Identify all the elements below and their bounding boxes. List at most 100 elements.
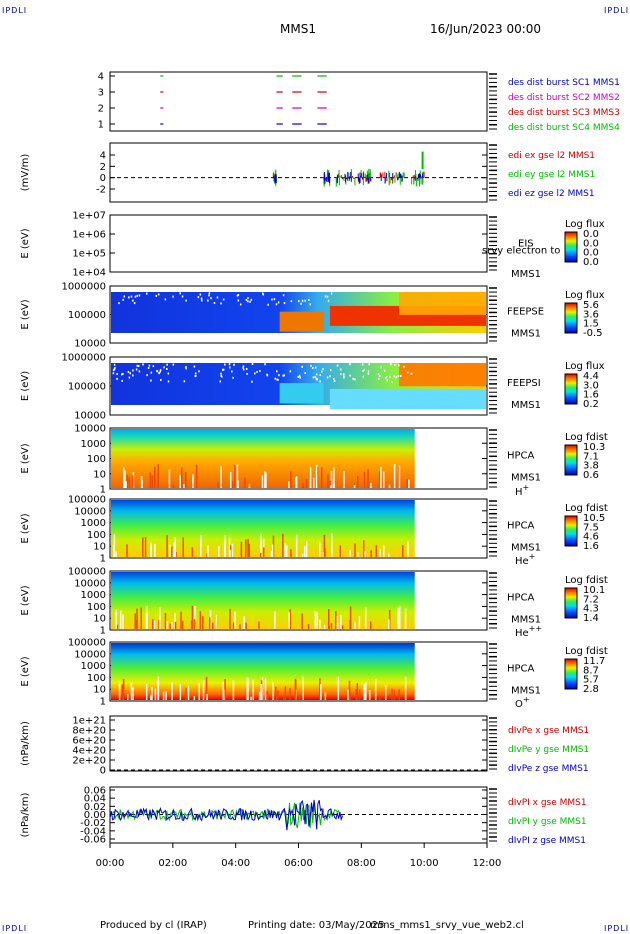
spectrogram-dropout — [320, 684, 322, 700]
colorbar-tick-label: 0.0 — [583, 229, 599, 240]
spectrogram-dropout — [337, 676, 340, 700]
hpca_he-tick-label: 10 — [93, 542, 106, 553]
spectrogram-dropout — [319, 678, 321, 700]
spectrogram-dropout — [273, 298, 276, 301]
spectrogram-dropout — [181, 620, 184, 629]
spectrogram-dropout — [367, 372, 370, 375]
spectrogram-dropout — [358, 616, 361, 629]
spectrogram-dropout — [136, 608, 138, 629]
spectrogram-dropout — [172, 484, 175, 488]
spectrogram-dropout — [343, 375, 345, 378]
legend-entry: dIvPI z gse MMS1 — [508, 836, 586, 846]
spectrogram-dropout — [174, 536, 177, 557]
spectrogram-dropout — [132, 369, 134, 372]
spectrogram-dropout — [408, 479, 410, 488]
spectrogram-dropout — [398, 689, 400, 700]
burst-tick-label: 1 — [98, 120, 104, 131]
spectrogram-dropout — [151, 619, 154, 629]
corner-tag-top-left: IPDLI — [2, 6, 28, 15]
spectrogram-dropout — [247, 297, 249, 300]
corner-tag-bottom-right: IPDLI — [604, 924, 630, 933]
burst-tick-label: 3 — [98, 88, 104, 99]
spectrogram-dropout — [322, 552, 325, 557]
spectrogram-dropout — [132, 687, 134, 700]
spectrogram-dropout — [304, 546, 306, 557]
spectrogram-dropout — [388, 484, 391, 488]
spectrogram-dropout — [199, 610, 202, 629]
spectrogram-dropout — [198, 683, 201, 700]
panel-efield: (mV/m) 420-2 edi ex gse l2 MMS1 edi ey gse … — [20, 142, 595, 203]
spectrogram-dropout — [112, 372, 115, 375]
spacecraft-label: MMS1 — [511, 686, 541, 697]
spectrogram-dropout — [260, 684, 262, 700]
spectrogram-dropout — [126, 474, 129, 488]
spectrogram-dropout — [300, 302, 302, 305]
colorbar-tick-label: 7.2 — [583, 594, 599, 605]
legend-entry: dIvPI x gse MMS1 — [508, 798, 587, 808]
spectrogram-dropout — [121, 373, 123, 376]
legend-entry: des dist burst SC1 MMS1 — [508, 78, 620, 88]
spectrogram-dropout — [135, 368, 138, 371]
panel-frame — [109, 570, 488, 631]
spectrogram-dropout — [301, 613, 303, 629]
colorbar-tick-label: 10.5 — [583, 513, 605, 524]
spectrogram-dropout — [115, 609, 117, 629]
spectrogram-dropout — [182, 537, 184, 557]
spectrogram-dropout — [332, 478, 335, 488]
spectrogram-dropout — [270, 550, 273, 557]
spectrogram-dropout — [195, 374, 197, 377]
spectrogram-dropout — [184, 472, 187, 488]
spectrogram-dropout — [277, 378, 279, 381]
spectrogram-dropout — [237, 299, 240, 302]
panel-divpi: (nPa/km) 0.060.040.020.00-0.02-0.04-0.06 d… — [20, 786, 587, 847]
spectrogram-dropout — [393, 464, 396, 488]
time-tick-label: 04:00 — [221, 858, 250, 869]
spectrogram-dropout — [295, 477, 297, 488]
spectrogram-dropout — [349, 549, 351, 557]
spectrogram-dropout — [370, 482, 372, 488]
colorbar — [564, 658, 578, 690]
spectrogram-dropout — [284, 543, 286, 557]
spectrogram-dropout — [261, 677, 264, 700]
efield-tick-label: 4 — [100, 151, 106, 162]
spectrogram-dropout — [378, 375, 381, 378]
hpca_h-tick-label: 10 — [93, 469, 106, 480]
spectrogram-dropout — [122, 372, 124, 375]
spectrogram-dropout — [114, 366, 116, 369]
spectrogram-dropout — [301, 299, 304, 302]
spacecraft-label: MMS1 — [511, 329, 541, 340]
spectrogram-dropout — [172, 295, 174, 298]
spectrogram-dropout — [327, 609, 330, 629]
spectrogram-dropout — [121, 684, 124, 700]
divpi-tick-label: 0.00 — [84, 810, 106, 821]
spectrogram-dropout — [305, 479, 308, 488]
spectrogram-dropout — [216, 296, 219, 299]
spectrogram-dropout — [362, 369, 364, 372]
spectrogram-dropout — [168, 469, 171, 488]
spectrogram-dropout — [282, 374, 284, 377]
spectrogram-dropout — [349, 374, 351, 377]
divpe-tick-label: 8e+20 — [72, 726, 106, 737]
spectrogram-dropout — [123, 295, 126, 298]
spectrogram-dropout — [316, 467, 319, 488]
hpca_he-tick-label: 1 — [100, 554, 106, 565]
spectrogram-dropout — [234, 464, 236, 488]
spectrogram-dropout — [249, 300, 251, 303]
spectrogram-dropout — [393, 375, 395, 378]
legend-entry: des dist burst SC2 MMS2 — [508, 93, 620, 103]
spectrogram-dropout — [288, 481, 290, 488]
spectrogram-dropout — [316, 611, 318, 629]
spectrogram-dropout — [264, 471, 266, 488]
spectrogram-dropout — [266, 373, 268, 376]
spectrogram-dropout — [309, 303, 312, 306]
spectrogram-dropout — [245, 298, 248, 301]
colorbar-title: Log flux — [565, 361, 605, 372]
spectrogram-dropout — [220, 302, 222, 305]
spectrogram-dropout — [340, 615, 342, 629]
spectrogram-dropout — [231, 481, 234, 488]
spectrogram-dropout — [242, 365, 245, 368]
spectrogram-dropout — [343, 376, 345, 379]
time-tick-label: 06:00 — [284, 858, 313, 869]
spectrogram-dropout — [129, 372, 132, 375]
spectrogram-dropout — [206, 553, 208, 557]
